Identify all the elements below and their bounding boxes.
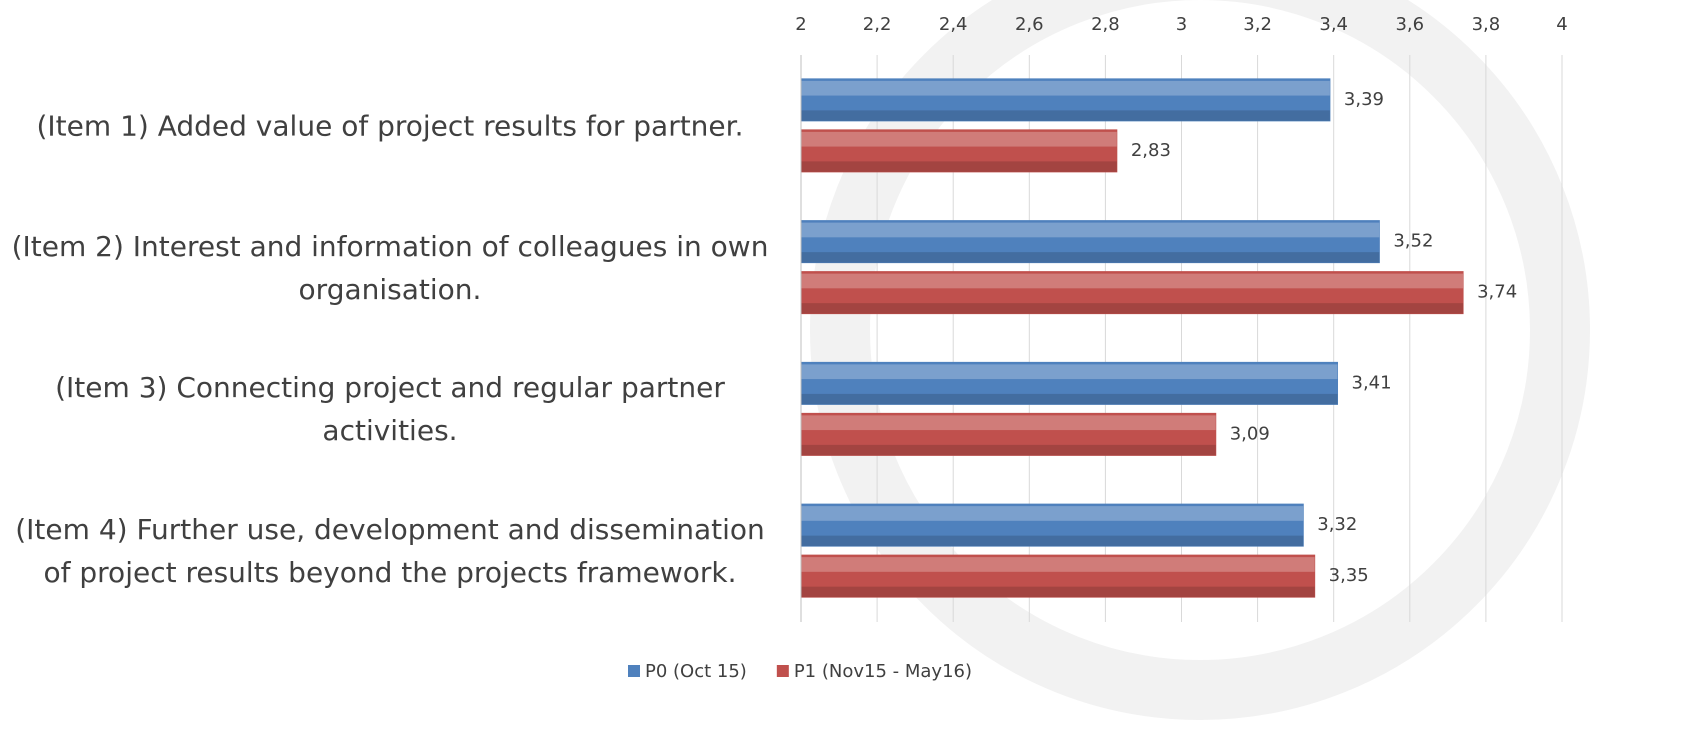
- x-tick-label: 3,4: [1319, 14, 1348, 35]
- legend-swatch: [776, 665, 789, 677]
- bar: [800, 220, 1380, 264]
- bar-shade: [801, 252, 1380, 263]
- value-label: 3,52: [1393, 231, 1433, 252]
- x-tick-label: 2,2: [863, 14, 892, 35]
- category-label: (Item 2) Interest and information of col…: [11, 229, 769, 306]
- bar: [800, 412, 1217, 456]
- legend-label: P1 (Nov15 - May16): [794, 661, 972, 682]
- bar-highlight: [801, 273, 1464, 289]
- bar-highlight: [801, 131, 1117, 147]
- bar-shade: [801, 161, 1117, 172]
- category-label: (Item 1) Added value of project results …: [36, 109, 744, 143]
- x-tick-label: 4: [1556, 14, 1567, 35]
- x-tick-label: 3: [1176, 14, 1187, 35]
- value-label: 3,35: [1329, 565, 1369, 586]
- category-label: (Item 3) Connecting project and regular …: [55, 371, 725, 448]
- x-tick-label: 3,8: [1472, 14, 1501, 35]
- x-tick-label: 2: [795, 14, 806, 35]
- x-tick-label: 2,8: [1091, 14, 1120, 35]
- bar-shade: [801, 110, 1330, 121]
- bar: [800, 361, 1339, 405]
- value-label: 3,39: [1344, 89, 1384, 110]
- bar: [800, 78, 1331, 122]
- bar-shade: [801, 393, 1338, 405]
- value-label: 3,74: [1477, 282, 1517, 303]
- bar: [800, 503, 1304, 547]
- value-label: 3,09: [1230, 423, 1270, 444]
- bar-shade: [801, 444, 1216, 456]
- background-decoration: [810, 0, 1590, 720]
- value-label: 3,32: [1317, 514, 1357, 535]
- bar-shade: [801, 586, 1315, 598]
- bar-shade: [801, 535, 1304, 547]
- legend-swatch: [628, 665, 640, 677]
- bar-highlight: [801, 364, 1338, 380]
- x-tick-label: 3,2: [1243, 14, 1272, 35]
- bar-highlight: [801, 80, 1330, 96]
- bar-highlight: [801, 506, 1304, 521]
- bar-shade: [801, 303, 1464, 314]
- value-label: 2,83: [1131, 140, 1171, 161]
- x-tick-label: 3,6: [1395, 14, 1424, 35]
- x-tick-label: 2,6: [1015, 14, 1044, 35]
- bar-highlight: [801, 557, 1315, 572]
- bar: [800, 554, 1316, 598]
- bar-highlight: [801, 415, 1216, 431]
- bar: [800, 129, 1118, 173]
- legend-label: P0 (Oct 15): [645, 661, 747, 682]
- value-label: 3,41: [1352, 372, 1392, 393]
- category-label: (Item 4) Further use, development and di…: [15, 513, 765, 590]
- bar: [800, 271, 1464, 315]
- bar-highlight: [801, 222, 1380, 238]
- x-tick-label: 2,4: [939, 14, 968, 35]
